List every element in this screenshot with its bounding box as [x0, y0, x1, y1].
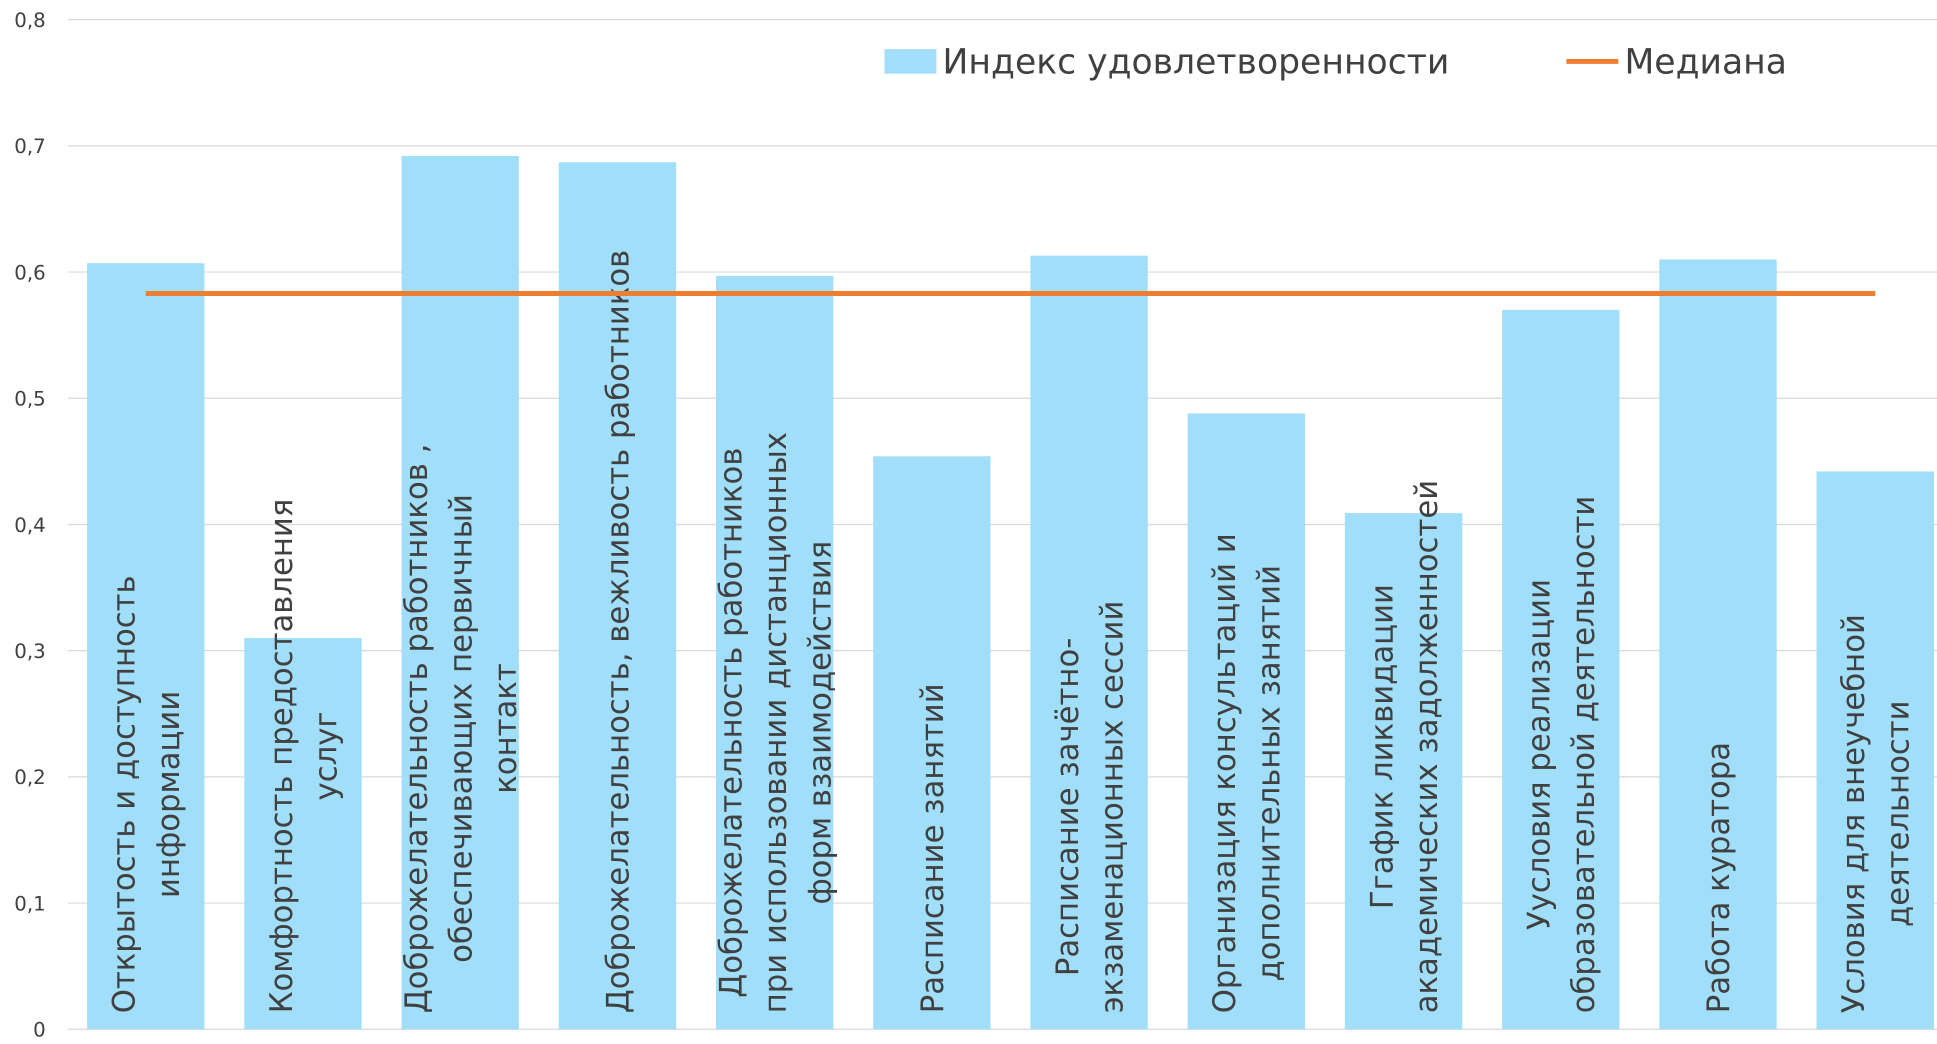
bar [715, 275, 834, 1030]
y-tick-label: 0,3 [14, 640, 45, 663]
bar [87, 263, 205, 1030]
category-label: Организация консультаций и дополнительных… [1207, 533, 1288, 1013]
x-tick-label: Уусловия реализации [1522, 579, 1558, 930]
category-label: Расписание зачётно-экзаменационных сесси… [1050, 601, 1131, 1014]
bar [1344, 513, 1463, 1030]
x-tick-label: контакт [488, 663, 524, 794]
y-tick-label: 0 [33, 1019, 46, 1042]
bar [558, 162, 677, 1030]
x-tick-label: Открытость и доступность [107, 575, 143, 1013]
x-tick-label: Ггафик ликвидации [1364, 584, 1400, 909]
legend-label: Медиана [1624, 43, 1787, 83]
category-label: Доброжелательность, вежливость работнико… [600, 250, 636, 1014]
bar [1187, 413, 1306, 1030]
y-tick-label: 0,8 [14, 9, 45, 32]
x-tick-label: при использовании дистанционных [758, 432, 794, 1013]
legend-swatch [884, 49, 937, 74]
legend-label: Индекс удовлетворенности [943, 43, 1450, 83]
x-tick-label: Условия для внеучебной [1836, 614, 1872, 1013]
x-tick-label: Доброжелательность, вежливость работнико… [600, 250, 636, 1014]
x-tick-label: информации [151, 691, 187, 898]
x-tick-label: услуг [308, 712, 344, 801]
x-tick-label: деятельности [1881, 700, 1917, 927]
y-tick-label: 0,5 [14, 388, 45, 411]
category-label: Уусловия реализации образовательной деяте… [1522, 496, 1603, 1014]
bar [401, 155, 519, 1030]
y-tick-label: 0,6 [14, 261, 45, 284]
bar [244, 638, 362, 1030]
x-tick-label: образовательной деятельности [1566, 496, 1602, 1014]
category-label: Открытость и доступность информации [107, 575, 188, 1013]
bar [1659, 259, 1777, 1030]
x-tick-label: форм взаимодействия [802, 541, 838, 905]
x-tick-label: академических задолженностей [1409, 480, 1445, 1013]
bar [1502, 309, 1620, 1030]
x-tick-label: Расписание зачётно- [1050, 638, 1086, 976]
category-label: Доброжелательность работников при использ… [713, 432, 838, 1013]
x-tick-label: экзаменационных сессий [1094, 601, 1130, 1014]
x-tick-label: Организация консультаций и [1207, 533, 1243, 1013]
category-label: Ггафик ликвидации академических задолженн… [1364, 480, 1445, 1013]
x-tick-label: дополнительных занятий [1252, 565, 1288, 982]
bar [1816, 471, 1934, 1030]
x-tick-label: Доброжелательность работников [713, 448, 749, 998]
y-tick-label: 0,7 [14, 135, 45, 158]
y-tick-label: 0,2 [14, 766, 45, 789]
x-tick-label: Расписание занятий [915, 683, 951, 1013]
category-label: Доброжелательность работников , обеспечив… [399, 444, 524, 1014]
bar [1030, 255, 1148, 1030]
category-label: Комфортность предоставления услуг [264, 499, 345, 1014]
category-label: Работа куратора [1701, 742, 1737, 1013]
bar [873, 456, 991, 1030]
y-tick-label: 0,4 [14, 514, 45, 537]
x-tick-label: обеспечивающих первичный [443, 494, 479, 963]
category-label: Расписание занятий [915, 683, 951, 1013]
y-tick-label: 0,1 [14, 892, 45, 915]
category-label: Условия для внеучебной деятельности [1836, 614, 1917, 1013]
x-tick-label: Работа куратора [1701, 742, 1737, 1013]
x-tick-label: Комфортность предоставления [264, 499, 300, 1014]
x-tick-label: Доброжелательность работников , [399, 444, 435, 1014]
